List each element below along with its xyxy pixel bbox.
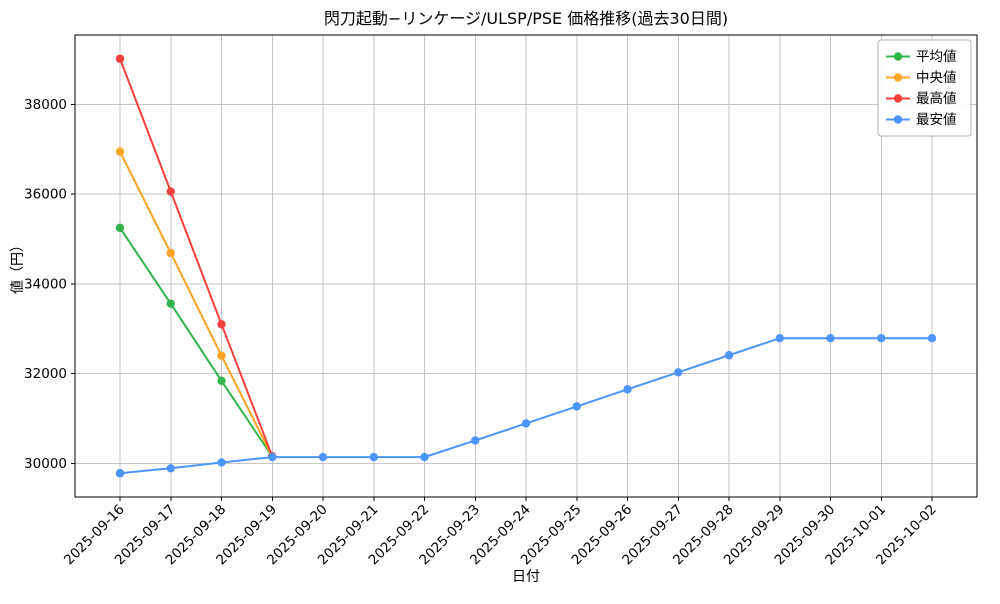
legend-item-min: 最安値 [886,112,957,128]
y-axis-label: 値（円） [10,238,26,294]
data-point [318,452,328,462]
series-line [119,151,274,458]
data-point [927,334,937,343]
axes: 30000320003400036000380002025-09-162025-… [24,34,978,568]
data-point [166,187,175,196]
data-point [115,54,125,63]
data-point [775,334,784,343]
data-point [115,223,125,233]
series-line [119,58,274,457]
legend-marker [893,115,903,124]
series-min [115,334,937,478]
y-tick-label: 30000 [24,456,67,472]
y-tick-label: 34000 [24,276,67,292]
data-point [369,452,378,462]
data-point [471,436,480,445]
data-point [674,368,683,377]
grid [75,35,977,497]
data-point [217,320,226,329]
legend-item-median: 中央値 [886,70,957,86]
series-layer [115,54,937,478]
series-line [119,227,274,458]
y-tick-label: 38000 [24,97,67,113]
data-point [724,351,734,360]
data-point [115,469,125,478]
legend-marker [893,73,903,82]
data-point [217,351,226,360]
legend-label: 平均値 [916,49,957,65]
legend-label: 中央値 [916,70,957,86]
data-point [521,419,531,428]
data-point [166,464,175,473]
data-point [877,334,886,343]
data-point [115,147,125,156]
data-point [217,458,226,467]
legend-marker [893,94,903,103]
legend-label: 最高値 [916,90,957,107]
data-point [826,334,835,343]
x-axis-label: 日付 [512,569,540,585]
chart-title: 閃刀起動−リンケージ/ULSP/PSE 価格推移(過去30日間) [324,9,728,28]
data-point [623,385,632,394]
data-point [268,452,277,462]
legend-label: 最安値 [916,112,957,128]
legend-item-max: 最高値 [886,90,957,107]
labels: 閃刀起動−リンケージ/ULSP/PSE 価格推移(過去30日間) 値（円） 日付 [10,9,728,585]
data-point [166,299,175,308]
y-tick-label: 32000 [24,366,67,382]
legend-marker [893,52,903,61]
y-tick-label: 36000 [24,187,67,203]
data-point [217,376,226,386]
data-point [572,402,581,411]
data-point [166,248,175,258]
legend-box [877,39,972,137]
data-point [420,452,429,462]
legend-item-average: 平均値 [886,49,957,65]
